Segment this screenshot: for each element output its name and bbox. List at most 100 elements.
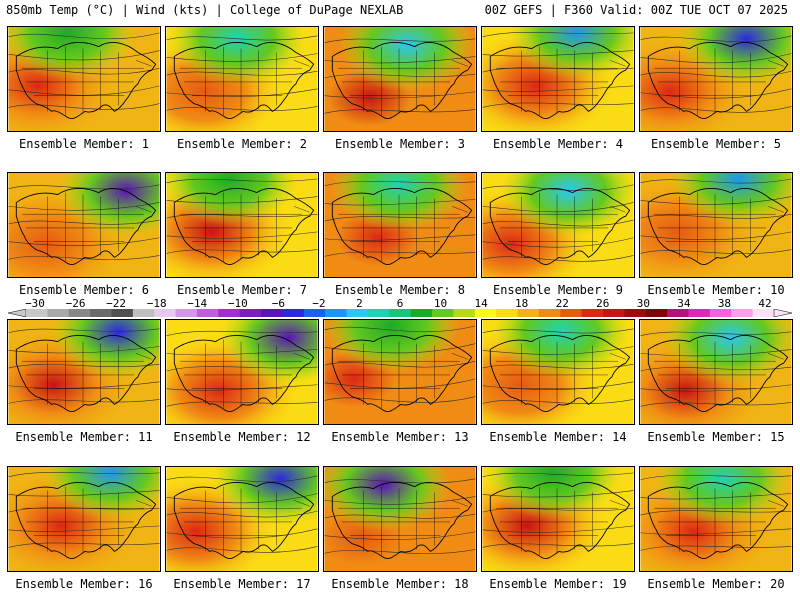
- colorbar-segment: [346, 309, 369, 317]
- temperature-map: [323, 466, 477, 572]
- ensemble-panel-19: Ensemble Member: 19: [481, 466, 635, 591]
- map-graphic: [166, 173, 318, 277]
- map-graphic: [482, 173, 634, 277]
- colorbar-segment: [474, 309, 497, 317]
- colorbar-tick-label: −2: [312, 297, 326, 310]
- panel-caption: Ensemble Member: 8: [334, 283, 466, 297]
- panel-caption: Ensemble Member: 12: [173, 430, 311, 444]
- colorbar-tick-label: 22: [555, 297, 569, 310]
- ensemble-panel-15: Ensemble Member: 15: [639, 319, 793, 444]
- colorbar-tick-label: 14: [474, 297, 488, 310]
- colorbar-segment: [367, 309, 390, 317]
- colorbar-segment: [453, 309, 476, 317]
- ensemble-panel-11: Ensemble Member: 11: [7, 319, 161, 444]
- ensemble-panel-3: Ensemble Member: 3: [323, 26, 477, 151]
- ensemble-panel-9: Ensemble Member: 9: [481, 172, 635, 297]
- colorbar-segment: [410, 309, 433, 317]
- ensemble-panel-8: Ensemble Member: 8: [323, 172, 477, 297]
- colorbar-segment: [111, 309, 134, 317]
- temperature-map: [7, 172, 161, 278]
- panel-caption: Ensemble Member: 15: [647, 430, 785, 444]
- map-graphic: [8, 27, 160, 131]
- colorbar-tick-label: 18: [515, 297, 529, 310]
- temperature-map: [7, 466, 161, 572]
- map-graphic: [640, 27, 792, 131]
- panel-caption: Ensemble Member: 19: [489, 577, 627, 591]
- colorbar-segment: [517, 309, 540, 317]
- temperature-map: [481, 26, 635, 132]
- panel-caption: Ensemble Member: 11: [15, 430, 153, 444]
- ensemble-panel-10: Ensemble Member: 10: [639, 172, 793, 297]
- panel-caption: Ensemble Member: 4: [492, 137, 624, 151]
- temperature-map: [165, 319, 319, 425]
- colorbar-segment: [538, 309, 561, 317]
- colorbar-segment: [154, 309, 177, 317]
- colorbar-labels: −30 −26 −22 −18 −14 −10 −6 −2 2 6 10 14 18 22 26 30 34 38…: [8, 297, 792, 310]
- temperature-map: [639, 172, 793, 278]
- colorbar-segment: [68, 309, 91, 317]
- ensemble-panel-12: Ensemble Member: 12: [165, 319, 319, 444]
- panel-caption: Ensemble Member: 17: [173, 577, 311, 591]
- ensemble-panel-4: Ensemble Member: 4: [481, 26, 635, 151]
- colorbar-segment: [196, 309, 219, 317]
- colorbar-segment: [132, 309, 155, 317]
- colorbar-segment: [47, 309, 70, 317]
- colorbar-segment: [667, 309, 690, 317]
- ensemble-panel-17: Ensemble Member: 17: [165, 466, 319, 591]
- map-graphic: [482, 320, 634, 424]
- panel-caption: Ensemble Member: 20: [647, 577, 785, 591]
- colorbar-segment: [26, 309, 48, 317]
- colorbar-max-arrow: [773, 309, 792, 317]
- colorbar-tick-label: −6: [271, 297, 285, 310]
- colorbar-segment: [218, 309, 241, 317]
- temperature-map: [323, 319, 477, 425]
- temperature-colorbar: −30 −26 −22 −18 −14 −10 −6 −2 2 6 10 14 18 22 26 30 34 38…: [8, 297, 792, 321]
- colorbar-segment: [175, 309, 198, 317]
- map-graphic: [8, 467, 160, 571]
- map-graphic: [8, 320, 160, 424]
- colorbar-segment: [496, 309, 519, 317]
- ensemble-panel-13: Ensemble Member: 13: [323, 319, 477, 444]
- colorbar-segment: [645, 309, 668, 317]
- panel-caption: Ensemble Member: 5: [650, 137, 782, 151]
- map-graphic: [640, 173, 792, 277]
- colorbar-tick-label: −10: [227, 297, 248, 310]
- colorbar-segment: [603, 309, 625, 317]
- ensemble-panel-1: Ensemble Member: 1: [7, 26, 161, 151]
- panel-caption: Ensemble Member: 6: [18, 283, 150, 297]
- colorbar-segment: [688, 309, 711, 317]
- map-graphic: [640, 320, 792, 424]
- map-graphic: [166, 27, 318, 131]
- ensemble-panel-5: Ensemble Member: 5: [639, 26, 793, 151]
- temperature-map: [639, 466, 793, 572]
- ensemble-panel-2: Ensemble Member: 2: [165, 26, 319, 151]
- colorbar-segment: [90, 309, 112, 317]
- colorbar-tick-label: 30: [636, 297, 650, 310]
- panel-caption: Ensemble Member: 16: [15, 577, 153, 591]
- ensemble-panel-20: Ensemble Member: 20: [639, 466, 793, 591]
- colorbar-tick-label: 34: [677, 297, 691, 310]
- temperature-map: [165, 26, 319, 132]
- colorbar-segment: [752, 309, 775, 317]
- temperature-map: [323, 172, 477, 278]
- colorbar-tick-label: 6: [396, 297, 404, 310]
- temperature-map: [481, 466, 635, 572]
- temperature-map: [165, 172, 319, 278]
- map-graphic: [324, 320, 476, 424]
- temperature-map: [323, 26, 477, 132]
- map-graphic: [324, 467, 476, 571]
- temperature-map: [639, 319, 793, 425]
- colorbar-segment: [389, 309, 412, 317]
- colorbar-tick-label: 10: [433, 297, 448, 310]
- colorbar-segment: [560, 309, 583, 317]
- colorbar-segment: [325, 309, 348, 317]
- colorbar-segment: [581, 309, 604, 317]
- colorbar-tick-label: 26: [596, 297, 610, 310]
- temperature-map: [481, 319, 635, 425]
- colorbar-segment: [432, 309, 454, 317]
- panel-caption: Ensemble Member: 13: [331, 430, 469, 444]
- temperature-map: [481, 172, 635, 278]
- colorbar-segment: [303, 309, 326, 317]
- colorbar-tick-label: −14: [187, 297, 208, 310]
- colorbar-min-arrow: [8, 309, 27, 317]
